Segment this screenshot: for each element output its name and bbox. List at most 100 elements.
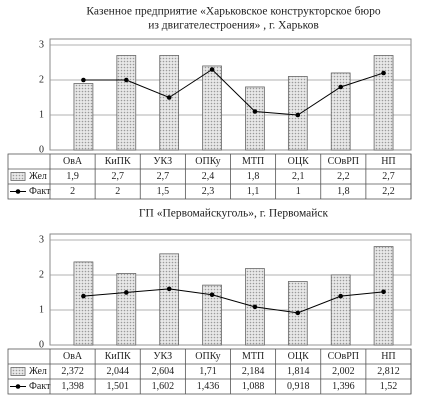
bar (116, 55, 137, 151)
chart-title: ГП «Первомайскуголь», г. Первомайск (139, 208, 329, 220)
x-tick-label: ОЦК (288, 156, 309, 167)
bar-tint (74, 261, 93, 345)
legend-swatch (10, 367, 26, 376)
chart-title: Казенное предприятие «Харьковское констр… (86, 6, 380, 18)
x-tick-label: УКЗ (153, 351, 172, 362)
bar (245, 86, 265, 151)
value-label: 2,1 (292, 171, 305, 182)
x-tick-label: КиПК (105, 351, 131, 362)
x-tick-label: МТП (242, 351, 264, 362)
point (209, 292, 215, 298)
value-label: 1,52 (380, 381, 398, 392)
x-tick-label: МТП (242, 156, 264, 167)
line (83, 68, 384, 116)
bar (202, 284, 222, 346)
chart-title: из двигателестроения» , г. Харьков (148, 20, 319, 32)
y-tick-label: 2 (39, 74, 44, 85)
value-label: 2,372 (61, 366, 84, 377)
bar-tint (202, 285, 222, 345)
bar-tint (159, 55, 179, 150)
bar (202, 65, 222, 151)
bar (159, 55, 180, 151)
legend-swatch (10, 172, 26, 181)
value-label: 1,814 (287, 366, 310, 377)
legend-swatch-tint (11, 367, 25, 376)
y-tick-label: 3 (39, 234, 44, 245)
value-label: 2,2 (382, 186, 395, 197)
y-tick-label: 0 (39, 339, 44, 350)
x-tick-label: ОЦК (288, 351, 309, 362)
bar-tint (331, 73, 351, 150)
bar-tint (245, 87, 265, 150)
bar-tint (374, 55, 393, 150)
bar (330, 274, 351, 346)
bar (373, 55, 394, 151)
y-tick-label: 1 (39, 109, 44, 120)
bar-tint (116, 273, 136, 345)
value-label: 2,184 (242, 366, 265, 377)
value-label: 2,002 (332, 366, 355, 377)
legend-marker (15, 189, 21, 194)
point (166, 286, 172, 292)
bar-tint (116, 55, 136, 150)
point (338, 84, 343, 90)
value-label: 1,71 (199, 366, 217, 377)
value-label: 2,2 (337, 171, 350, 182)
point (295, 112, 301, 118)
value-label: 2,044 (106, 366, 129, 377)
bar-tint (159, 253, 179, 345)
point (166, 95, 172, 100)
value-label: 1,602 (152, 381, 175, 392)
bar-tint (374, 246, 393, 345)
value-label: 2,3 (202, 186, 215, 197)
x-tick-label: КиПК (105, 156, 131, 167)
point (381, 289, 386, 295)
value-label: 1,9 (66, 171, 79, 182)
value-label: 1,1 (247, 186, 260, 197)
bar-tint (202, 66, 222, 150)
point (81, 293, 86, 299)
value-label: 1,8 (247, 171, 260, 182)
legend-label: Факт (29, 381, 51, 392)
bar (116, 273, 137, 346)
bar (330, 72, 351, 151)
point (295, 310, 301, 316)
point (252, 109, 258, 114)
value-label: 1,396 (332, 381, 355, 392)
x-tick-label: ОвА (63, 156, 83, 167)
value-label: 2,4 (202, 171, 215, 182)
value-label: 1,436 (197, 381, 220, 392)
value-label: 2 (70, 186, 75, 197)
bar (373, 246, 394, 346)
point (124, 290, 129, 295)
bar (73, 261, 94, 346)
point (381, 70, 386, 76)
legend-marker (15, 384, 21, 389)
value-label: 0,918 (287, 381, 310, 392)
bar-tint (331, 274, 351, 345)
value-label: 1,8 (337, 186, 350, 197)
y-tick-label: 2 (39, 269, 44, 280)
value-label: 1,088 (242, 381, 265, 392)
legend-label: Жел (29, 171, 47, 182)
x-tick-label: ОПКу (195, 351, 220, 362)
plot-frame (49, 38, 412, 151)
line (83, 288, 384, 314)
legend-label: Факт (29, 186, 51, 197)
value-label: 2,812 (377, 366, 400, 377)
x-tick-label: СОвРП (328, 351, 359, 362)
x-tick-label: НП (381, 351, 395, 362)
bar (73, 83, 94, 151)
legend-label: Жел (29, 366, 47, 377)
value-label: 2,7 (111, 171, 124, 182)
point (252, 304, 258, 310)
x-tick-label: СОвРП (328, 156, 359, 167)
bar (159, 253, 180, 346)
y-tick-label: 1 (39, 304, 44, 315)
plot-frame (49, 233, 412, 346)
value-label: 1,398 (61, 381, 84, 392)
value-label: 1 (296, 186, 301, 197)
value-label: 2,7 (157, 171, 170, 182)
point (338, 293, 343, 299)
